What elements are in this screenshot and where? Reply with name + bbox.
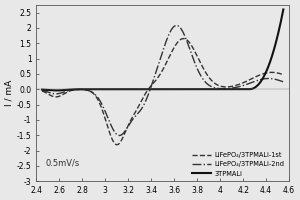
- LiFePO₄/3TPMALi-1st: [229, 85, 232, 88]
- LiFePO₄/3TPMALi-2nd: [175, 24, 178, 27]
- Line: LiFePO₄/3TPMALi-1st: LiFePO₄/3TPMALi-1st: [42, 39, 283, 145]
- LiFePO₄/3TPMALi-2nd: [206, 84, 210, 86]
- LiFePO₄/3TPMALi-2nd: [233, 86, 237, 89]
- 3TPMALi: [40, 88, 44, 91]
- LiFePO₄/3TPMALi-1st: [65, 91, 68, 94]
- LiFePO₄/3TPMALi-1st: [182, 37, 185, 40]
- LiFePO₄/3TPMALi-2nd: [65, 90, 68, 92]
- LiFePO₄/3TPMALi-1st: [281, 74, 285, 76]
- Y-axis label: I / mA: I / mA: [5, 80, 14, 106]
- Legend: LiFePO₄/3TPMALi-1st, LiFePO₄/3TPMALi-2nd, 3TPMALi: LiFePO₄/3TPMALi-1st, LiFePO₄/3TPMALi-2nd…: [191, 151, 286, 178]
- 3TPMALi: [233, 88, 237, 90]
- 3TPMALi: [54, 89, 58, 92]
- 3TPMALi: [206, 88, 210, 90]
- LiFePO₄/3TPMALi-2nd: [40, 89, 44, 91]
- Line: LiFePO₄/3TPMALi-2nd: LiFePO₄/3TPMALi-2nd: [42, 25, 283, 136]
- LiFePO₄/3TPMALi-1st: [138, 103, 142, 105]
- Text: 0.5mV/s: 0.5mV/s: [46, 159, 80, 168]
- 3TPMALi: [281, 8, 285, 11]
- LiFePO₄/3TPMALi-2nd: [229, 87, 232, 89]
- 3TPMALi: [65, 89, 69, 91]
- LiFePO₄/3TPMALi-2nd: [138, 110, 142, 112]
- LiFePO₄/3TPMALi-1st: [147, 88, 150, 90]
- LiFePO₄/3TPMALi-1st: [206, 75, 210, 78]
- LiFePO₄/3TPMALi-1st: [40, 90, 44, 92]
- LiFePO₄/3TPMALi-2nd: [118, 134, 121, 137]
- LiFePO₄/3TPMALi-1st: [233, 84, 237, 87]
- 3TPMALi: [138, 88, 142, 90]
- 3TPMALi: [147, 88, 150, 90]
- Line: 3TPMALi: 3TPMALi: [42, 9, 283, 90]
- LiFePO₄/3TPMALi-1st: [115, 143, 119, 146]
- LiFePO₄/3TPMALi-2nd: [147, 93, 150, 95]
- 3TPMALi: [229, 88, 232, 90]
- LiFePO₄/3TPMALi-2nd: [281, 81, 285, 83]
